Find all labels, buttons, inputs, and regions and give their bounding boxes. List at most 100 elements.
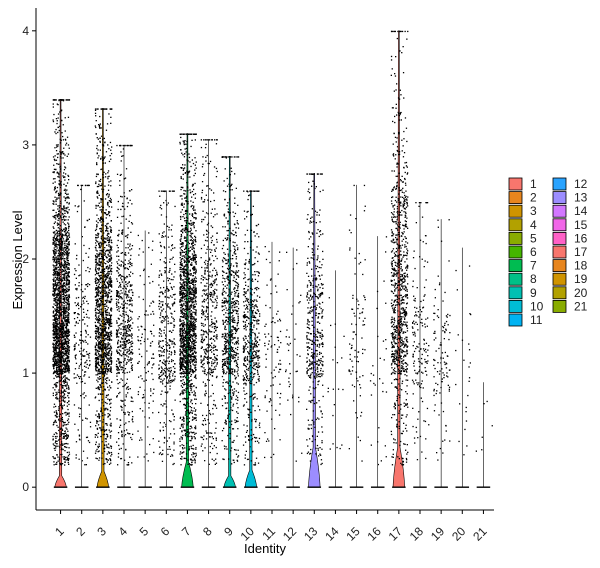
- point: [56, 416, 58, 418]
- point: [163, 372, 165, 374]
- point: [166, 392, 168, 394]
- point: [62, 254, 64, 256]
- point: [131, 397, 133, 399]
- point: [160, 321, 162, 323]
- point: [100, 333, 102, 335]
- point: [58, 263, 61, 265]
- point: [66, 284, 68, 286]
- point: [116, 270, 118, 272]
- point: [99, 127, 101, 129]
- point: [168, 271, 170, 273]
- point: [96, 234, 98, 236]
- point: [63, 223, 65, 225]
- point: [110, 284, 113, 286]
- point: [124, 384, 126, 386]
- point: [98, 345, 100, 347]
- point: [57, 345, 59, 347]
- point: [58, 340, 60, 343]
- point: [108, 291, 110, 294]
- point: [96, 331, 99, 333]
- point: [55, 252, 57, 254]
- point: [101, 224, 103, 226]
- point: [101, 301, 104, 303]
- point: [101, 371, 103, 373]
- point: [83, 297, 86, 300]
- point: [99, 364, 101, 367]
- point: [54, 299, 56, 301]
- point: [95, 259, 98, 261]
- point: [61, 219, 63, 221]
- point: [101, 278, 104, 280]
- point: [98, 369, 100, 372]
- point: [163, 359, 165, 361]
- point: [64, 358, 66, 361]
- point: [100, 334, 102, 336]
- point: [101, 329, 103, 331]
- point: [100, 274, 102, 276]
- point: [61, 337, 63, 339]
- point: [61, 320, 63, 322]
- point: [87, 303, 89, 305]
- point: [52, 269, 55, 271]
- point: [119, 285, 121, 287]
- point: [95, 247, 97, 249]
- point: [68, 313, 70, 315]
- point: [61, 428, 63, 430]
- point: [99, 324, 101, 326]
- point: [117, 306, 120, 308]
- point: [67, 435, 69, 437]
- point: [61, 245, 63, 247]
- point: [108, 312, 110, 314]
- point: [117, 267, 119, 269]
- point: [120, 458, 122, 460]
- point: [97, 279, 100, 281]
- point: [105, 423, 107, 425]
- point: [130, 297, 132, 300]
- point: [68, 342, 70, 344]
- point: [77, 302, 79, 304]
- point: [54, 258, 56, 261]
- points-4: [115, 144, 134, 466]
- point: [95, 370, 97, 372]
- point: [58, 406, 60, 408]
- point: [67, 196, 69, 198]
- point: [65, 330, 67, 332]
- point: [126, 340, 128, 343]
- point: [64, 192, 67, 194]
- point: [121, 233, 123, 235]
- point: [55, 191, 57, 194]
- point: [95, 244, 97, 247]
- point: [56, 172, 58, 174]
- point: [64, 370, 66, 372]
- point: [123, 314, 125, 316]
- point: [118, 346, 120, 348]
- point: [141, 355, 143, 358]
- point: [108, 113, 110, 115]
- point: [65, 301, 67, 303]
- point: [108, 193, 110, 195]
- point: [165, 334, 167, 336]
- point: [109, 284, 112, 286]
- point: [53, 464, 55, 466]
- point: [121, 322, 123, 325]
- point: [55, 384, 57, 386]
- point: [54, 254, 56, 256]
- point: [162, 453, 164, 455]
- point: [56, 362, 58, 364]
- point: [56, 443, 58, 445]
- point: [122, 341, 124, 343]
- point: [105, 348, 107, 350]
- point: [54, 331, 56, 333]
- point: [127, 227, 129, 229]
- point: [57, 284, 59, 287]
- point: [131, 462, 133, 464]
- point: [98, 252, 101, 254]
- point: [96, 354, 98, 356]
- point: [99, 292, 102, 294]
- point: [67, 385, 70, 387]
- point: [109, 414, 111, 417]
- point: [84, 374, 86, 376]
- point: [65, 385, 67, 387]
- point: [106, 319, 108, 321]
